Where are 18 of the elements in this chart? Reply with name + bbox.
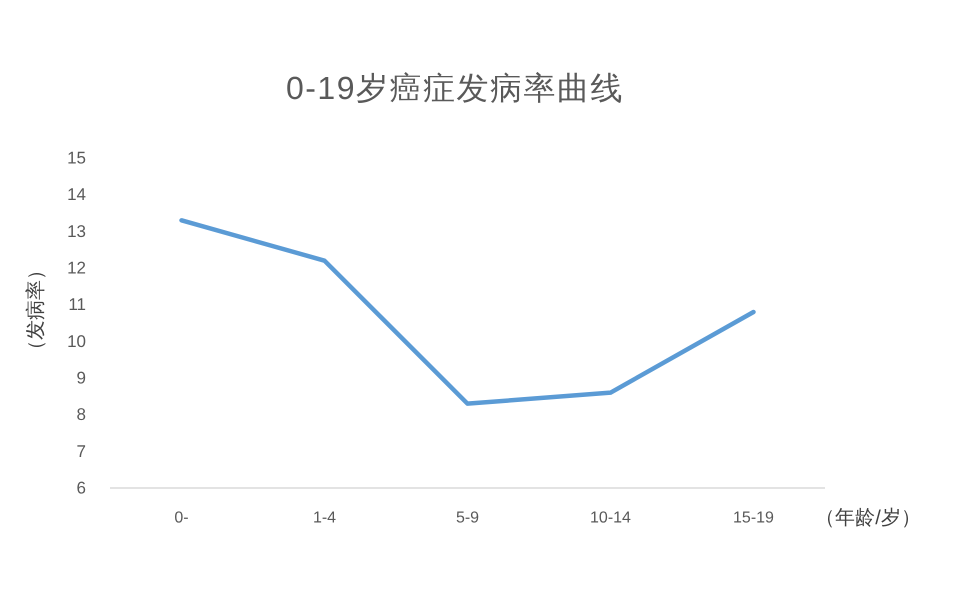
x-tick: 0-	[174, 510, 189, 526]
y-tick: 7	[76, 442, 86, 461]
y-tick: 10	[67, 332, 86, 351]
xlabel: （年龄/岁）	[815, 507, 921, 529]
title: 0-19岁癌症发病率曲线	[286, 70, 624, 106]
y-tick: 11	[68, 295, 86, 314]
y-tick: 14	[67, 185, 86, 204]
x-tick: 5-9	[456, 510, 480, 526]
y-tick: 12	[67, 258, 86, 278]
ylabel: （发病率）	[25, 260, 47, 360]
y-tick: 6	[76, 478, 86, 498]
y-tick: 9	[76, 368, 86, 388]
x-tick: 15-19	[733, 510, 774, 526]
x-tick: 1-4	[312, 510, 336, 526]
y-tick: 8	[76, 405, 86, 424]
y-tick: 13	[67, 222, 86, 241]
x-tick: 10-14	[590, 510, 631, 526]
y-tick: 15	[67, 148, 86, 168]
